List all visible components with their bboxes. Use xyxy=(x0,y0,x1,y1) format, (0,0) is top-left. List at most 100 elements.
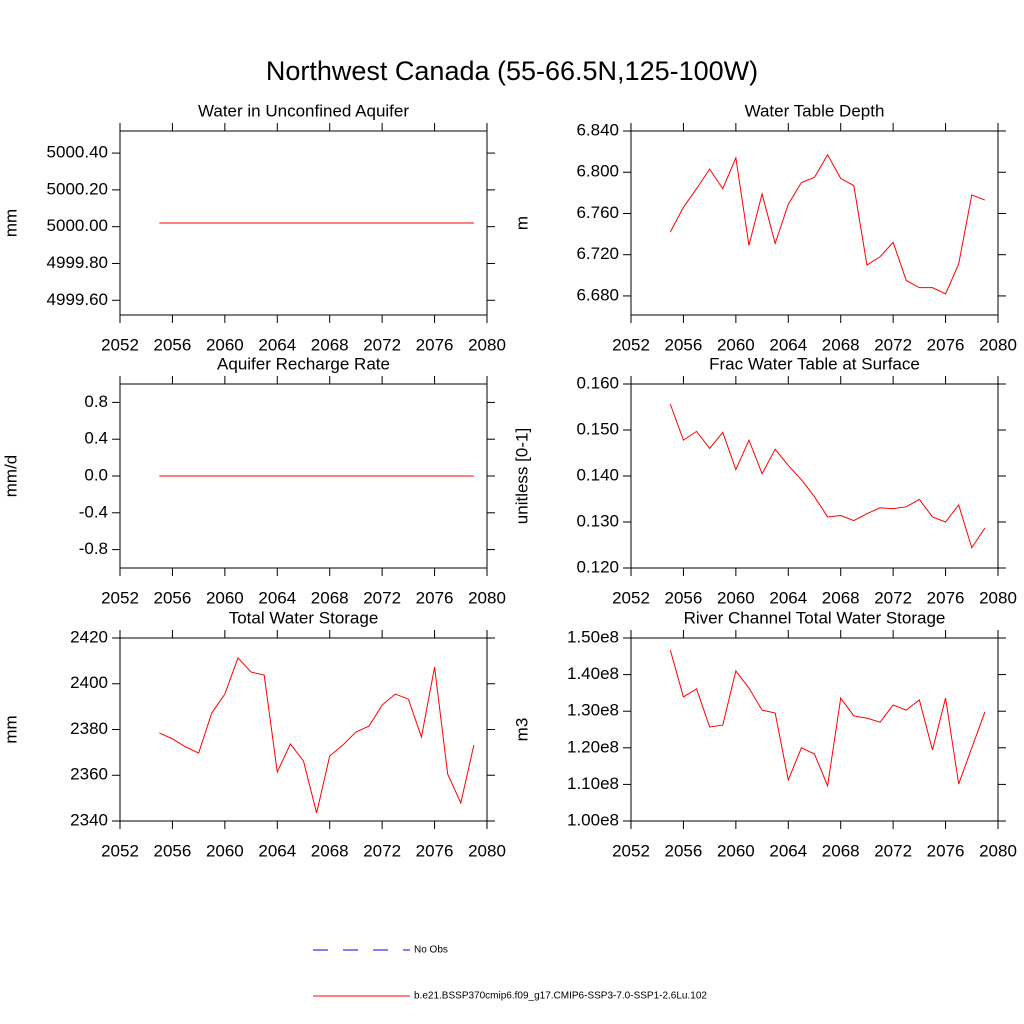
x-tick-label: 2072 xyxy=(363,335,401,354)
x-tick-label: 2052 xyxy=(101,335,139,354)
y-tick-label: 2380 xyxy=(70,719,108,738)
x-tick-label: 2068 xyxy=(822,588,860,607)
y-tick-label: 6.800 xyxy=(576,162,619,181)
x-tick-label: 2076 xyxy=(416,588,454,607)
x-tick-label: 2052 xyxy=(101,588,139,607)
y-tick-label: 0.0 xyxy=(84,465,108,484)
y-tick-label: 6.680 xyxy=(576,285,619,304)
x-tick-label: 2060 xyxy=(717,335,755,354)
x-tick-label: 2080 xyxy=(468,841,506,860)
x-tick-label: 2052 xyxy=(101,841,139,860)
data-line xyxy=(669,404,986,549)
x-tick-label: 2052 xyxy=(612,335,650,354)
figure-title: Northwest Canada (55-66.5N,125-100W) xyxy=(266,56,758,86)
x-tick-label: 2076 xyxy=(927,335,965,354)
y-axis-label: m3 xyxy=(512,718,531,742)
x-tick-label: 2060 xyxy=(717,841,755,860)
x-tick-label: 2064 xyxy=(769,335,807,354)
x-tick-label: 2072 xyxy=(874,588,912,607)
x-tick-label: 2068 xyxy=(311,841,349,860)
y-tick-label: 1.40e8 xyxy=(567,664,619,683)
y-tick-label: -0.4 xyxy=(79,502,108,521)
x-tick-label: 2072 xyxy=(874,335,912,354)
x-tick-label: 2076 xyxy=(416,841,454,860)
x-tick-label: 2064 xyxy=(258,588,296,607)
x-tick-label: 2080 xyxy=(468,588,506,607)
x-tick-label: 2076 xyxy=(927,588,965,607)
legend-label: b.e21.BSSP370cmip6.f09_g17.CMIP6-SSP3-7.… xyxy=(414,991,707,1002)
y-tick-label: 5000.00 xyxy=(47,216,108,235)
plot-frame xyxy=(630,637,999,822)
x-tick-label: 2060 xyxy=(206,588,244,607)
plot-frame xyxy=(119,130,488,316)
y-tick-label: 4999.60 xyxy=(47,290,108,309)
y-axis-label: mm xyxy=(1,715,20,743)
x-tick-label: 2080 xyxy=(979,841,1017,860)
x-tick-label: 2052 xyxy=(612,588,650,607)
x-tick-label: 2080 xyxy=(468,335,506,354)
x-tick-label: 2068 xyxy=(822,335,860,354)
y-tick-label: 5000.40 xyxy=(47,143,108,162)
y-tick-label: 6.760 xyxy=(576,203,619,222)
data-line xyxy=(159,656,475,814)
x-tick-label: 2060 xyxy=(206,841,244,860)
y-tick-label: 2360 xyxy=(70,765,108,784)
x-tick-label: 2064 xyxy=(769,841,807,860)
x-tick-label: 2052 xyxy=(612,841,650,860)
data-line xyxy=(669,649,986,788)
panel-title: Total Water Storage xyxy=(229,608,379,627)
x-tick-label: 2076 xyxy=(927,841,965,860)
x-tick-label: 2060 xyxy=(206,335,244,354)
panel-title: Water in Unconfined Aquifer xyxy=(198,101,409,120)
x-tick-label: 2060 xyxy=(717,588,755,607)
x-tick-label: 2056 xyxy=(665,841,703,860)
y-tick-label: 0.120 xyxy=(576,557,619,576)
x-tick-label: 2056 xyxy=(665,335,703,354)
legend-label: No Obs xyxy=(414,945,448,956)
x-tick-label: 2068 xyxy=(822,841,860,860)
y-axis-label: mm xyxy=(1,209,20,237)
y-tick-label: 0.4 xyxy=(84,429,108,448)
y-tick-label: 6.840 xyxy=(576,120,619,139)
y-tick-label: 0.160 xyxy=(576,373,619,392)
x-tick-label: 2064 xyxy=(258,841,296,860)
x-tick-label: 2056 xyxy=(154,588,192,607)
x-tick-label: 2064 xyxy=(769,588,807,607)
y-tick-label: 0.8 xyxy=(84,392,108,411)
y-tick-label: 5000.20 xyxy=(47,179,108,198)
y-axis-label: unitless [0-1] xyxy=(512,428,531,524)
x-tick-label: 2056 xyxy=(154,841,192,860)
x-tick-label: 2072 xyxy=(874,841,912,860)
x-tick-label: 2080 xyxy=(979,588,1017,607)
x-tick-label: 2056 xyxy=(154,335,192,354)
y-tick-label: 0.140 xyxy=(576,465,619,484)
y-tick-label: 0.150 xyxy=(576,419,619,438)
x-tick-label: 2068 xyxy=(311,335,349,354)
y-tick-label: 1.00e8 xyxy=(567,810,619,829)
y-tick-label: 6.720 xyxy=(576,244,619,263)
y-axis-label: mm/d xyxy=(1,455,20,498)
y-tick-label: 1.20e8 xyxy=(567,737,619,756)
y-tick-label: 1.50e8 xyxy=(567,627,619,646)
panel-title: River Channel Total Water Storage xyxy=(684,608,946,627)
data-line xyxy=(669,153,986,295)
y-tick-label: 1.30e8 xyxy=(567,701,619,720)
panel-title: Frac Water Table at Surface xyxy=(709,354,920,373)
y-tick-label: 2340 xyxy=(70,810,108,829)
y-tick-label: 1.10e8 xyxy=(567,774,619,793)
x-tick-label: 2080 xyxy=(979,335,1017,354)
y-tick-label: 0.130 xyxy=(576,511,619,530)
panel-title: Water Table Depth xyxy=(745,101,885,120)
plot-frame xyxy=(630,130,999,316)
x-tick-label: 2064 xyxy=(258,335,296,354)
y-tick-label: 4999.80 xyxy=(47,253,108,272)
x-tick-label: 2056 xyxy=(665,588,703,607)
x-tick-label: 2076 xyxy=(416,335,454,354)
y-tick-label: 2400 xyxy=(70,673,108,692)
x-tick-label: 2068 xyxy=(311,588,349,607)
y-tick-label: -0.8 xyxy=(79,539,108,558)
x-tick-label: 2072 xyxy=(363,841,401,860)
x-tick-label: 2072 xyxy=(363,588,401,607)
y-axis-label: m xyxy=(512,216,531,230)
